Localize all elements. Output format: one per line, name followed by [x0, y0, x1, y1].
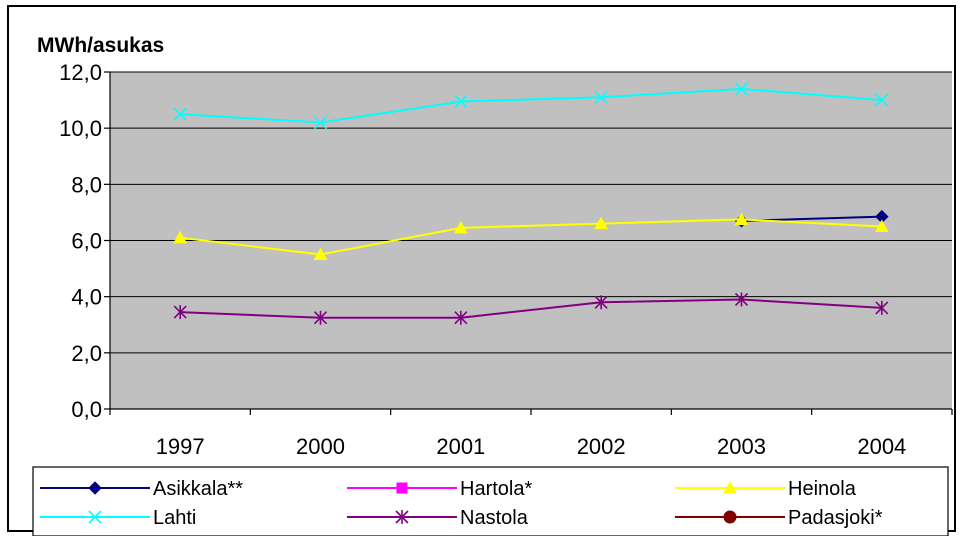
legend-marker	[88, 510, 102, 524]
marker-stroke	[454, 94, 468, 109]
legend-label: Heinola	[788, 478, 857, 500]
legend-box	[32, 466, 949, 537]
marker-stroke	[88, 510, 102, 524]
legend-label: Asikkala**	[153, 478, 243, 500]
marker-stroke	[173, 107, 187, 121]
legend-marker	[395, 510, 409, 524]
marker-stroke	[734, 82, 749, 96]
legend-marker	[723, 480, 737, 494]
data-point	[313, 310, 328, 325]
y-tick-label: 4,0	[71, 285, 102, 310]
x-tick-label: 1997	[156, 434, 205, 459]
legend-label: Nastola	[460, 507, 529, 529]
x-tick-label: 2001	[436, 434, 485, 459]
series-layer	[173, 82, 889, 325]
marker-stroke	[594, 90, 608, 104]
marker-stroke	[875, 93, 889, 107]
data-point	[594, 216, 609, 230]
legend-item: Asikkala**	[40, 478, 243, 500]
data-point	[173, 107, 187, 121]
series-nastola	[173, 292, 889, 325]
data-point	[594, 90, 608, 104]
series-line	[180, 87, 882, 124]
data-point	[874, 219, 889, 232]
series-heinola	[173, 212, 889, 261]
legend-marker	[88, 481, 102, 495]
data-point	[454, 310, 468, 325]
legend-label: Hartola*	[460, 478, 532, 500]
data-point	[875, 93, 889, 107]
legend-item: Hartola*	[347, 478, 532, 500]
series-line	[180, 298, 882, 319]
y-tick-label: 10,0	[59, 116, 102, 141]
y-tick-label: 2,0	[71, 341, 102, 366]
legend-marker	[723, 510, 737, 524]
data-point	[173, 230, 188, 244]
axes: 0,0 2,0 4,0 6,0 8,0 10,0 12,0 1997 2000 2001 2002 2…	[59, 60, 953, 459]
data-point	[594, 295, 608, 310]
legend-marker	[396, 482, 408, 494]
y-tick-label: 12,0	[59, 60, 102, 85]
data-point	[734, 212, 749, 225]
x-tick-label: 2000	[296, 434, 345, 459]
data-point	[313, 247, 328, 261]
x-tick-label: 2002	[577, 434, 626, 459]
legend-item: Lahti	[40, 507, 196, 529]
legend-item: Nastola	[347, 507, 529, 529]
data-point	[313, 115, 328, 130]
x-tick-label: 2004	[857, 434, 906, 459]
y-tick-label: 8,0	[71, 172, 102, 197]
legend-label: Padasjoki*	[788, 507, 883, 529]
legend-item: Padasjoki*	[675, 507, 883, 529]
y-tick-label: 0,0	[71, 397, 102, 422]
data-point	[454, 94, 468, 109]
data-point	[875, 300, 889, 315]
data-point	[173, 305, 187, 320]
gridlines	[110, 71, 952, 354]
series-line	[180, 218, 882, 256]
data-point	[734, 82, 749, 96]
y-axis-label: MWh/asukas	[37, 34, 164, 57]
legend-item: Heinola	[675, 478, 857, 500]
legend-label: Lahti	[153, 507, 196, 529]
data-point	[734, 292, 749, 307]
legend: Asikkala** Hartola* Heinola Lahti Nastola Pad…	[40, 478, 883, 529]
series-lahti	[173, 82, 889, 130]
y-tick-label: 6,0	[71, 229, 102, 254]
data-point	[453, 220, 468, 234]
x-tick-label: 2003	[717, 434, 766, 459]
marker-stroke	[313, 115, 328, 130]
